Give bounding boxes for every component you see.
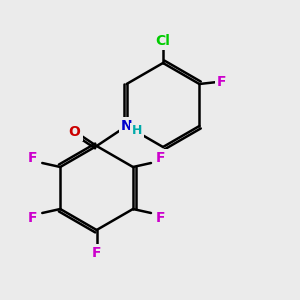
Text: F: F (217, 75, 226, 89)
Text: F: F (156, 211, 166, 225)
Text: Cl: Cl (156, 34, 170, 48)
Text: F: F (28, 211, 37, 225)
Text: F: F (156, 151, 166, 165)
Text: O: O (69, 125, 81, 139)
Text: F: F (28, 151, 37, 165)
Text: F: F (92, 246, 101, 260)
Text: H: H (131, 124, 142, 137)
Text: N: N (121, 119, 132, 133)
